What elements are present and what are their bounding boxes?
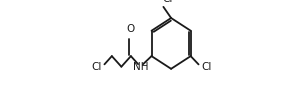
Text: Cl: Cl (162, 0, 172, 4)
Text: NH: NH (133, 62, 148, 72)
Text: Cl: Cl (201, 62, 212, 72)
Text: Cl: Cl (92, 62, 102, 72)
Text: O: O (127, 24, 135, 34)
